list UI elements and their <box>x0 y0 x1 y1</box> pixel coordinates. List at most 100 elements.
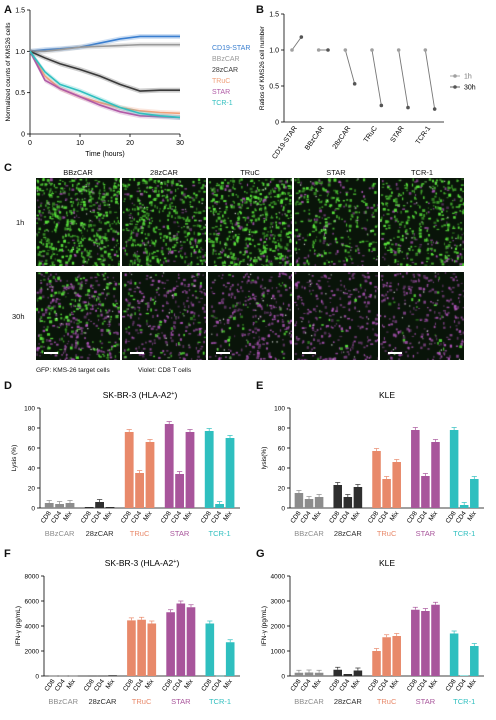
pair-line <box>424 49 436 110</box>
x-tick-label: 0 <box>28 140 32 147</box>
x-tick-label: Mix <box>466 678 478 691</box>
legend-entry: 30h <box>464 85 476 92</box>
x-tick-label: 20 <box>126 140 134 147</box>
x-tick-label: Mix <box>66 678 78 691</box>
panel-letter-f: F <box>4 548 11 560</box>
microscopy-tile <box>294 178 378 266</box>
group-label: STAR <box>416 529 436 538</box>
bar <box>215 675 225 677</box>
group-label: 28zCAR <box>86 529 115 538</box>
bar <box>470 479 479 508</box>
x-tick-label: CD4 <box>93 678 106 693</box>
group-label: TCR-1 <box>209 529 231 538</box>
pair-line <box>371 49 382 106</box>
x-tick-label: CD4 <box>90 510 103 525</box>
y-tick-label: 3000 <box>271 599 286 606</box>
bar <box>333 669 342 676</box>
y-tick-label: 1.5 <box>15 8 25 15</box>
point-1h <box>423 48 428 52</box>
x-tick-label: CD4 <box>210 678 223 693</box>
bar <box>147 623 157 676</box>
x-tick-label: Mix <box>428 510 440 523</box>
y-tick-label: 20 <box>278 486 286 493</box>
x-tick-label: CD4 <box>54 678 67 693</box>
mic-row-label: 30h <box>12 312 25 321</box>
bar <box>294 493 304 508</box>
group-label: TCR-1 <box>209 697 231 706</box>
y-tick-label: 1.5 <box>269 12 279 19</box>
group-label: 28zCAR <box>88 697 117 706</box>
x-tick-label: 28zCAR <box>332 125 353 150</box>
bar <box>145 442 155 508</box>
bar <box>176 603 186 676</box>
y-axis-label: Ratios of KMS26 cell number <box>259 25 266 110</box>
x-tick-label: 10 <box>76 140 84 147</box>
chart-title: KLE <box>379 558 395 568</box>
series-band <box>30 48 180 94</box>
x-tick-label: Mix <box>222 510 234 523</box>
series-line <box>29 50 181 119</box>
bar <box>69 675 78 677</box>
x-tick-label: STAR <box>389 125 405 144</box>
group-label: STAR <box>170 529 190 538</box>
chart-title: SK-BR-3 (HLA-A2+) <box>103 390 178 400</box>
x-tick-label: Mix <box>105 678 117 691</box>
bar <box>459 675 469 676</box>
y-tick-label: 2000 <box>271 624 286 631</box>
x-tick-label: Mix <box>350 678 362 691</box>
point-30h <box>299 35 304 39</box>
x-tick-label: CD4 <box>132 678 145 693</box>
y-tick-label: 100 <box>274 406 285 413</box>
point-30h <box>379 103 384 108</box>
bar <box>166 612 175 676</box>
bar <box>411 430 420 508</box>
group-label: TCR-1 <box>453 697 475 706</box>
x-tick-label: TCR-1 <box>415 125 433 146</box>
bar <box>175 474 184 508</box>
legend-entry: TRuC <box>212 78 230 85</box>
group-label: TRuC <box>377 529 397 538</box>
x-tick-label: Mix <box>389 510 401 523</box>
group-label: TRuC <box>130 529 150 538</box>
bar <box>343 674 353 676</box>
bar <box>98 675 107 677</box>
pair-line <box>291 36 302 51</box>
y-tick-label: 0 <box>281 506 285 513</box>
bar <box>431 442 440 508</box>
bar <box>65 503 75 508</box>
legend-entry: CD19-STAR <box>212 45 250 52</box>
mic-caption-violet: Violet: CD8 T cells <box>138 367 192 374</box>
bar <box>449 430 459 508</box>
bar <box>411 609 420 676</box>
x-tick-label: Mix <box>311 510 323 523</box>
legend-entry: STAR <box>212 89 230 96</box>
y-tick-label: 20 <box>28 486 36 493</box>
bar <box>48 675 58 677</box>
x-tick-label: Mix <box>311 678 323 691</box>
bar <box>105 507 115 508</box>
group-label: BBzCAR <box>48 697 78 706</box>
group-label: STAR <box>416 697 436 706</box>
y-tick-label: 0 <box>275 120 279 127</box>
bar <box>392 462 401 508</box>
bar <box>314 672 324 676</box>
bar <box>84 507 94 508</box>
chart-d: SK-BR-3 (HLA-A2+) 0 20 40 60 80 100 Lysis (%) CD… <box>11 390 240 538</box>
bar <box>382 637 391 676</box>
legend-marker-1h <box>453 74 457 78</box>
y-tick-label: 40 <box>278 466 286 473</box>
x-tick-label: Mix <box>428 678 440 691</box>
scale-bar <box>388 352 402 354</box>
y-axis-label: lysis(%) <box>261 447 268 470</box>
y-tick-label: 8000 <box>25 574 40 581</box>
x-tick-label: Mix <box>144 678 156 691</box>
x-tick-label: CD4 <box>170 510 183 525</box>
panel-letter-b: B <box>256 4 264 16</box>
x-tick-label: CD19-STAR <box>271 125 299 160</box>
bar <box>304 672 314 676</box>
x-tick-label: BBzCAR <box>304 125 326 152</box>
bar <box>353 670 363 676</box>
y-tick-label: 80 <box>28 426 36 433</box>
x-tick-label: Mix <box>350 510 362 523</box>
